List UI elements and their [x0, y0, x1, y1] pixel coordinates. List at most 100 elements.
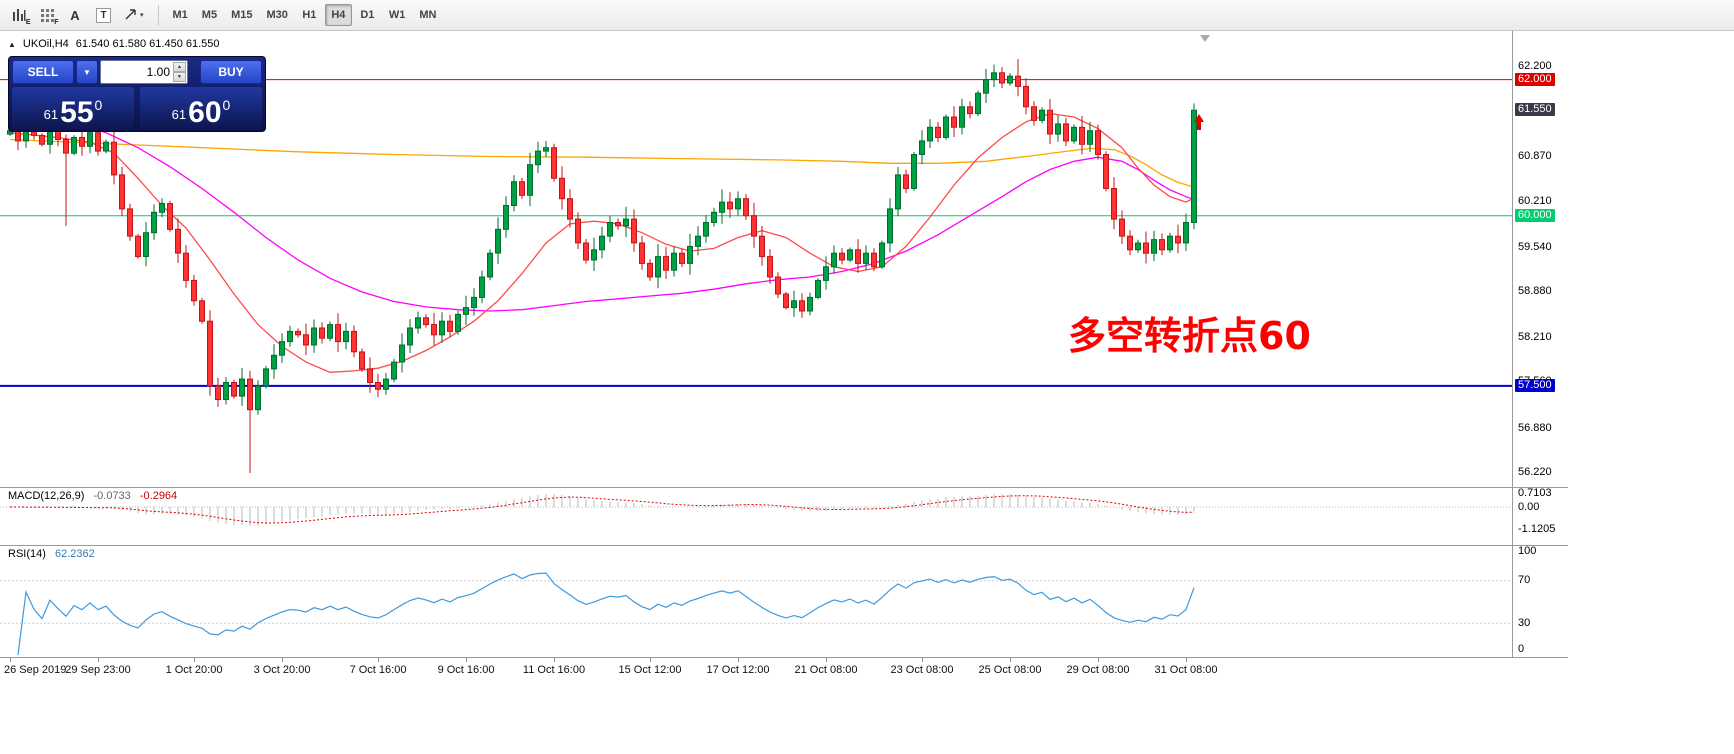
macd-tick-label: 0.00	[1518, 500, 1540, 513]
time-tick	[194, 658, 195, 662]
volume-input[interactable]	[101, 61, 187, 83]
pane-separator[interactable]	[0, 545, 1568, 546]
price-tick-label: 56.880	[1518, 421, 1552, 434]
timeframe-M1[interactable]: M1	[172, 9, 188, 21]
volume-stepper: ▲ ▼	[173, 62, 186, 82]
macd-scale[interactable]: 0.7103 0.00 -1.1205	[1512, 487, 1568, 545]
time-tick	[466, 658, 467, 662]
one-click-dropdown-button[interactable]: ▼	[76, 60, 98, 84]
text-label-tool-button[interactable]: T	[90, 4, 117, 26]
time-tick-label: 7 Oct 16:00	[349, 664, 407, 676]
buy-price-display[interactable]: 61 60 0	[140, 87, 262, 130]
time-tick-label: 17 Oct 12:00	[706, 664, 770, 676]
timeframe-H4[interactable]: H4	[324, 4, 352, 26]
price-tick-label: 58.880	[1518, 285, 1552, 298]
badge-e: E	[25, 18, 31, 26]
rsi-label: RSI(14) 62.2362	[8, 548, 95, 560]
toolbar-separator	[157, 5, 159, 25]
macd-pane[interactable]: MACD(12,26,9) -0.0733 -0.2964 0.7103 0.00…	[0, 487, 1568, 545]
macd-tick-label: 0.7103	[1518, 487, 1552, 499]
price-tick-label: 60.210	[1518, 194, 1552, 207]
time-tick	[98, 658, 99, 662]
ask-integer: 61	[171, 107, 187, 122]
mid-ma-magenta	[9, 111, 1195, 312]
macd-signal-line	[10, 495, 1195, 524]
bar-chart-tool-button[interactable]: E	[6, 4, 32, 26]
rsi-canvas	[0, 572, 1512, 656]
timeframe-toolbar: M1 M5 M15 M30 H1 H4 D1 W1 MN	[167, 4, 443, 26]
grid-icon: F	[40, 8, 59, 26]
time-tick-label: 21 Oct 08:00	[794, 664, 858, 676]
toolbar: E F A T ▾ M1 M5 M15 M30 H1 H4 D1 W1 MN	[0, 0, 1734, 31]
bar-chart-icon: E	[12, 8, 31, 26]
macd-name: MACD(12,26,9)	[8, 490, 85, 502]
time-tick	[1010, 658, 1011, 662]
timeframe-H1[interactable]: H1	[302, 9, 317, 21]
slow-ma-orange	[9, 138, 1195, 188]
price-tick-label: 59.540	[1518, 240, 1552, 253]
volume-increment-button[interactable]: ▲	[173, 62, 186, 72]
time-tick	[378, 658, 379, 662]
buy-button[interactable]: BUY	[200, 60, 262, 84]
buy-arrow-marker	[1194, 114, 1204, 130]
volume-field: ▲ ▼	[100, 60, 188, 84]
rsi-tick-label: 0	[1518, 643, 1525, 655]
time-tick	[1186, 658, 1187, 662]
volume-decrement-button[interactable]: ▼	[173, 72, 186, 82]
bid-fraction: 0	[94, 97, 103, 113]
price-line-label: 62.000	[1515, 72, 1555, 86]
chart-ohlc-title: ▲ UKOil,H4 61.540 61.580 61.450 61.550	[8, 38, 220, 50]
one-click-collapse-arrow[interactable]: ▲	[8, 39, 16, 49]
price-line-label: 57.500	[1515, 378, 1555, 392]
time-tick	[554, 658, 555, 662]
timeframe-M5[interactable]: M5	[201, 9, 218, 21]
pane-separator	[0, 657, 1568, 658]
arrows-tool-dropdown[interactable]: ▾	[119, 4, 150, 26]
timeframe-D1[interactable]: D1	[360, 9, 375, 21]
time-tick	[922, 658, 923, 662]
time-tick-label: 29 Sep 23:00	[65, 664, 131, 676]
rsi-pane[interactable]: RSI(14) 62.2362 100 70 30 0	[0, 545, 1568, 657]
chevron-down-icon: ▾	[140, 12, 144, 19]
price-tick-label: 62.200	[1518, 59, 1552, 72]
sell-price-display[interactable]: 61 55 0	[12, 87, 134, 130]
time-tick	[10, 658, 11, 662]
time-tick-label: 26 Sep 2019	[4, 664, 67, 676]
bid-price-label: 61.550	[1515, 103, 1555, 117]
chart-text-annotation: 多空转折点60	[1068, 314, 1311, 358]
timeframe-M30[interactable]: M30	[266, 9, 288, 21]
timeframe-W1[interactable]: W1	[388, 9, 406, 21]
time-tick	[650, 658, 651, 662]
main-chart-pane[interactable]: 62.200 60.870 60.210 59.540 58.880 58.210 57.5…	[0, 31, 1568, 487]
macd-tick-label: -1.1205	[1518, 522, 1556, 535]
sell-button[interactable]: SELL	[12, 60, 74, 84]
timeframe-M15[interactable]: M15	[231, 9, 253, 21]
time-tick-label: 29 Oct 08:00	[1066, 664, 1130, 676]
chart-window[interactable]: 62.200 60.870 60.210 59.540 58.880 58.210 57.5…	[0, 31, 1568, 681]
rsi-tick-label: 30	[1518, 616, 1531, 629]
time-tick-label: 31 Oct 08:00	[1154, 664, 1218, 676]
price-tick-label: 58.210	[1518, 331, 1552, 344]
price-scale[interactable]: 62.200 60.870 60.210 59.540 58.880 58.210 57.5…	[1512, 31, 1568, 487]
font-a-icon: A	[70, 7, 80, 23]
pane-separator[interactable]	[0, 487, 1568, 488]
font-tool-button[interactable]: A	[62, 4, 88, 26]
main-chart-canvas[interactable]	[0, 31, 1512, 487]
timeframe-MN[interactable]: MN	[419, 9, 437, 21]
rsi-tick-label: 70	[1518, 574, 1531, 587]
time-axis[interactable]: 26 Sep 2019 29 Sep 23:00 1 Oct 20:00 3 Oct …	[0, 657, 1568, 681]
ask-fraction: 0	[222, 97, 231, 113]
text-t-icon: T	[96, 7, 111, 23]
grid-tool-button[interactable]: F	[34, 4, 60, 26]
badge-f: F	[54, 18, 59, 26]
rsi-name: RSI(14)	[8, 548, 46, 560]
time-tick-label: 1 Oct 20:00	[165, 664, 223, 676]
time-tick	[1098, 658, 1099, 662]
rsi-line	[17, 572, 1195, 656]
candlesticks	[7, 59, 1197, 473]
time-tick	[826, 658, 827, 662]
time-tick-label: 9 Oct 16:00	[437, 664, 495, 676]
rsi-scale[interactable]: 100 70 30 0	[1512, 545, 1568, 657]
chart-shift-marker[interactable]	[1200, 35, 1210, 42]
